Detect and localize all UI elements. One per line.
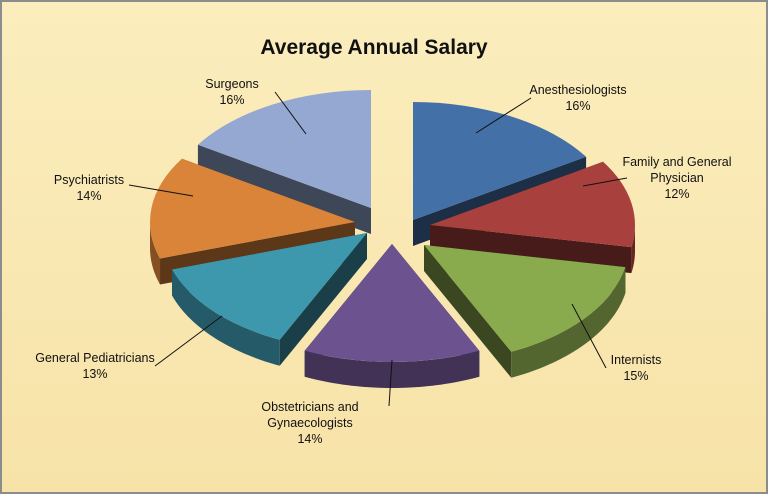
leader-line-6 — [274, 91, 307, 135]
slice-label-3: Obstetricians and Gynaecologists 14% — [261, 400, 358, 446]
slice-name-6-line-0: Surgeons — [205, 77, 259, 91]
pie-slice-0 — [413, 102, 587, 220]
leader-line-5 — [128, 184, 194, 197]
slice-name-1-line-1: Physician — [650, 171, 704, 185]
slice-percent-1: 12% — [664, 187, 689, 201]
slice-percent-6: 16% — [219, 93, 244, 107]
slice-name-3-line-0: Obstetricians and — [261, 400, 358, 414]
slice-name-5-line-0: Psychiatrists — [54, 173, 124, 187]
pie-slice-2 — [424, 245, 626, 352]
slice-name-4-line-0: General Pediatricians — [35, 351, 155, 365]
slice-label-1: Family and General Physician 12% — [622, 155, 731, 201]
slice-percent-2: 15% — [623, 369, 648, 383]
slice-name-0-line-0: Anesthesiologists — [529, 83, 626, 97]
pie-slice-1 — [430, 161, 635, 248]
slice-label-6: Surgeons 16% — [205, 77, 259, 107]
slice-percent-5: 14% — [76, 189, 101, 203]
leader-line-1 — [582, 177, 628, 187]
slice-label-5: Psychiatrists 14% — [54, 173, 124, 203]
slice-name-2-line-0: Internists — [611, 353, 662, 367]
slice-percent-0: 16% — [565, 99, 590, 113]
slice-percent-4: 13% — [82, 367, 107, 381]
slice-name-1-line-0: Family and General — [622, 155, 731, 169]
leader-line-0 — [475, 97, 532, 134]
leader-line-4 — [154, 315, 223, 367]
pie-slice-side-6 — [197, 144, 371, 234]
leader-line-2 — [571, 303, 607, 369]
slice-label-2: Internists 15% — [611, 353, 662, 383]
slice-label-4: General Pediatricians 13% — [35, 351, 155, 381]
chart-title: Average Annual Salary — [260, 36, 488, 59]
pie-slice-6 — [197, 90, 371, 208]
slice-percent-3: 14% — [297, 432, 322, 446]
slice-label-0: Anesthesiologists 16% — [529, 83, 626, 113]
slice-name-3-line-1: Gynaecologists — [267, 416, 352, 430]
pie-slice-4 — [172, 233, 367, 340]
pie-slice-5 — [150, 158, 355, 259]
leader-line-3 — [388, 359, 393, 407]
pie-slice-3 — [304, 244, 480, 363]
